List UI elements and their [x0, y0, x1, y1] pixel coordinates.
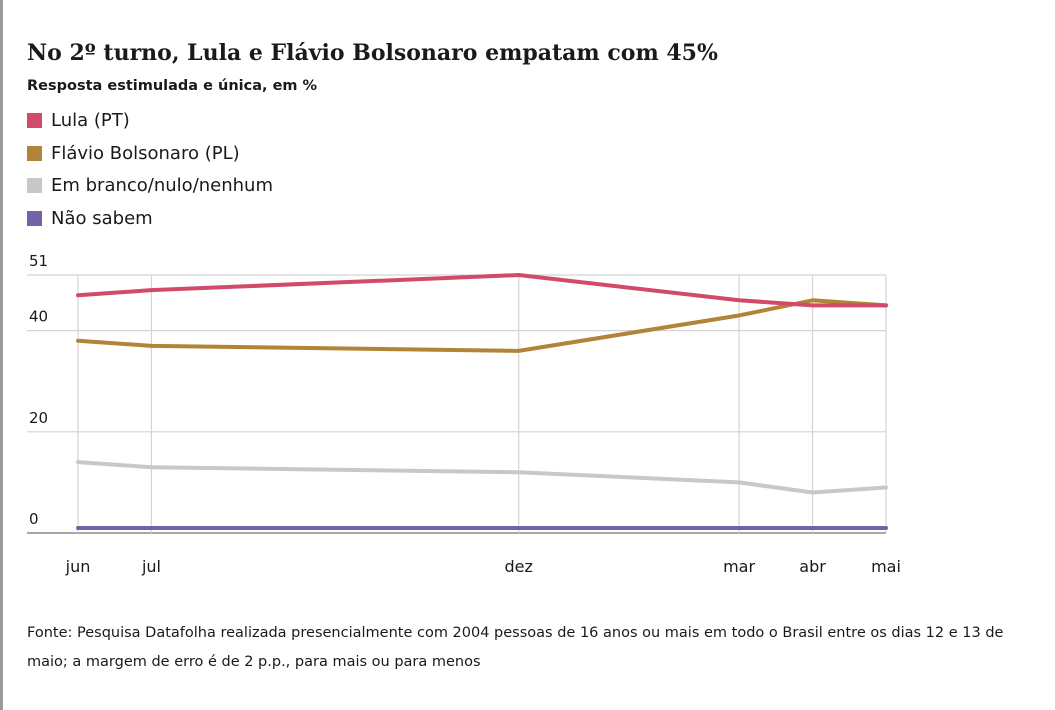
legend-item-lula: Lula (PT): [27, 104, 273, 137]
legend: Lula (PT) Flávio Bolsonaro (PL) Em branc…: [27, 104, 273, 235]
legend-swatch-lula: [27, 112, 42, 128]
legend-item-flavio: Flávio Bolsonaro (PL): [27, 137, 273, 170]
legend-swatch-nao-sabem: [27, 210, 42, 226]
legend-label-branco: Em branco/nulo/nenhum: [51, 175, 274, 197]
line-chart: 0 20 40 51 jun jul dez mar abr mai: [27, 252, 901, 576]
series-line-flavio-bolsonaro-pl: [76, 298, 888, 353]
x-tick-label: dez: [505, 557, 533, 576]
legend-item-branco: Em branco/nulo/nenhum: [27, 169, 273, 202]
x-tick-label: mar: [723, 557, 755, 576]
chart-title: No 2º turno, Lula e Flávio Bolsonaro emp…: [27, 40, 718, 66]
y-tick-label: 40: [29, 308, 48, 326]
x-tick-label: jul: [141, 557, 161, 576]
series-line-em-branco-nulo-nenhum: [76, 460, 888, 495]
chart-subtitle: Resposta estimulada e única, em %: [27, 78, 318, 94]
legend-swatch-flavio: [27, 145, 42, 161]
x-tick-label: abr: [799, 557, 826, 576]
x-tick-label: jun: [65, 557, 91, 576]
x-tick-label: mai: [871, 557, 901, 576]
source-footnote: Fonte: Pesquisa Datafolha realizada pres…: [27, 625, 1004, 670]
legend-label-flavio: Flávio Bolsonaro (PL): [51, 142, 240, 164]
legend-label-nao-sabem: Não sabem: [51, 207, 153, 229]
legend-item-nao-sabem: Não sabem: [27, 202, 273, 235]
series-line-lula-pt: [76, 273, 888, 308]
y-tick-label: 51: [29, 252, 48, 270]
legend-label-lula: Lula (PT): [51, 109, 130, 131]
y-tick-label: 20: [29, 409, 48, 427]
y-tick-label: 0: [29, 510, 39, 528]
legend-swatch-branco: [27, 178, 42, 194]
left-border: [0, 0, 3, 710]
